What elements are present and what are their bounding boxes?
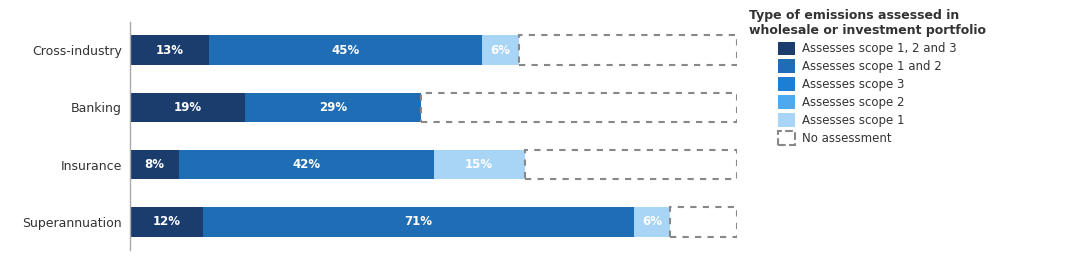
Bar — [203, 207, 634, 237]
Bar — [179, 150, 434, 180]
Text: 15%: 15% — [465, 158, 493, 171]
Bar — [422, 92, 737, 122]
Text: 13%: 13% — [155, 44, 183, 57]
Text: 19%: 19% — [173, 101, 202, 114]
Bar — [634, 207, 670, 237]
Text: 6%: 6% — [642, 215, 662, 228]
Bar — [434, 150, 525, 180]
Bar — [518, 35, 737, 65]
Bar — [130, 150, 179, 180]
Bar — [130, 35, 209, 65]
Legend: Assesses scope 1, 2 and 3, Assesses scope 1 and 2, Assesses scope 3, Assesses sc: Assesses scope 1, 2 and 3, Assesses scop… — [749, 10, 986, 145]
Text: 12%: 12% — [153, 215, 181, 228]
Bar — [209, 35, 482, 65]
Bar — [525, 150, 737, 180]
Bar — [130, 92, 245, 122]
Bar — [245, 92, 422, 122]
Text: 45%: 45% — [332, 44, 360, 57]
Bar — [482, 35, 518, 65]
Bar — [130, 207, 203, 237]
Text: 6%: 6% — [490, 44, 511, 57]
Text: 8%: 8% — [144, 158, 165, 171]
Text: 71%: 71% — [404, 215, 433, 228]
Text: 29%: 29% — [320, 101, 348, 114]
Text: 42%: 42% — [292, 158, 320, 171]
Bar — [670, 207, 737, 237]
